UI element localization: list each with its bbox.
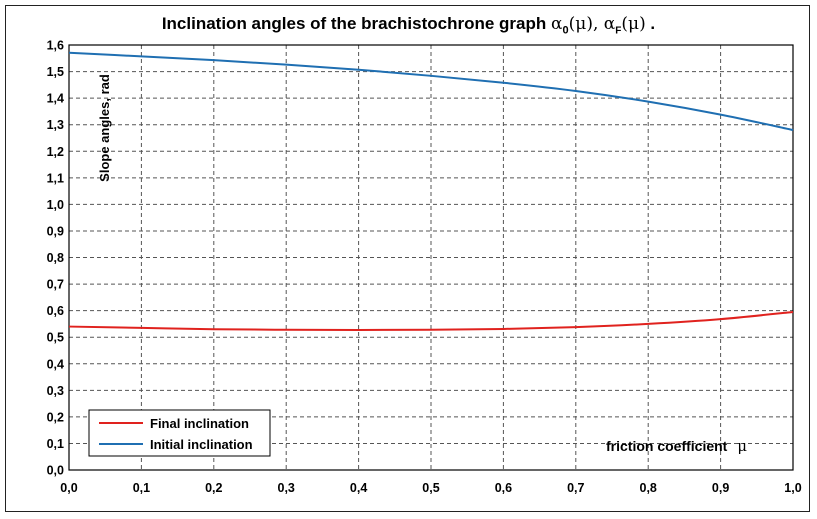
final-inclination-line: [68, 310, 794, 332]
y-tick-label: 1,3: [47, 118, 64, 132]
y-tick-label: 0,4: [47, 357, 64, 371]
y-tick-label: 0,1: [47, 437, 64, 451]
series-lines: [68, 51, 794, 332]
x-tick-label: 0,0: [60, 481, 77, 495]
x-axis-label: friction coefficient μ: [606, 437, 747, 455]
legend-label-final: Final inclination: [150, 416, 249, 431]
x-tick-label: 0,2: [205, 481, 222, 495]
y-tick-label: 0,0: [47, 464, 64, 478]
legend: Final inclination Initial inclination: [88, 409, 271, 457]
y-tick-label: 1,4: [47, 92, 64, 106]
y-tick-label: 0,6: [47, 304, 64, 318]
x-tick-label: 1,0: [784, 481, 801, 495]
y-tick-label: 0,5: [47, 331, 64, 345]
y-tick-label: 1,1: [47, 171, 64, 185]
title-symbols: α0(μ), αF(μ) .: [551, 14, 656, 37]
chart-title: Inclination angles of the brachistochron…: [0, 14, 817, 36]
x-tick-label: 0,7: [567, 481, 584, 495]
initial-inclination-line: [68, 51, 794, 131]
y-tick-label: 1,0: [47, 198, 64, 212]
y-tick-label: 0,9: [47, 224, 64, 238]
ticks: 0,0 0,1 0,2 0,3 0,4 0,5 0,6 0,7 0,8 0,9 1,0 0,0 0,1 0…: [47, 39, 802, 496]
x-tick-label: 0,9: [712, 481, 729, 495]
y-tick-label: 1,2: [47, 145, 64, 159]
x-tick-label: 0,5: [422, 481, 439, 495]
x-tick-label: 0,3: [278, 481, 295, 495]
y-tick-label: 0,7: [47, 278, 64, 292]
y-tick-label: 0,2: [47, 410, 64, 424]
y-tick-label: 0,3: [47, 384, 64, 398]
x-tick-label: 0,6: [495, 481, 512, 495]
x-tick-label: 0,1: [133, 481, 150, 495]
plot-area: [68, 44, 794, 471]
y-axis-label: Slope angles, rad: [97, 74, 112, 182]
legend-label-initial: Initial inclination: [150, 437, 253, 452]
title-text: Inclination angles of the brachistochron…: [161, 14, 547, 33]
x-tick-label: 0,8: [640, 481, 657, 495]
y-tick-label: 1,5: [47, 65, 64, 79]
y-tick-label: 1,6: [47, 39, 64, 53]
grid: [69, 45, 793, 470]
x-tick-label: 0,4: [350, 481, 367, 495]
y-tick-label: 0,8: [47, 251, 64, 265]
legend-box: [88, 409, 271, 457]
